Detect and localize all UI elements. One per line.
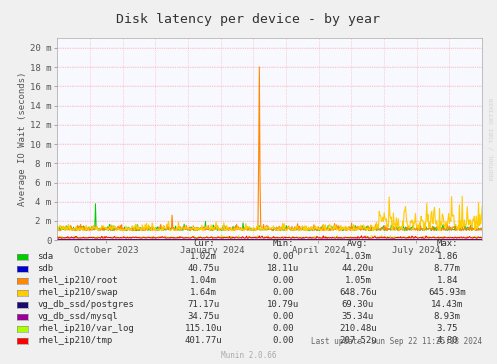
Text: vg_db_ssd/mysql: vg_db_ssd/mysql [37, 312, 118, 321]
Text: 10.79u: 10.79u [267, 300, 299, 309]
Y-axis label: Average IO Wait (seconds): Average IO Wait (seconds) [18, 72, 27, 206]
Text: 0.00: 0.00 [272, 276, 294, 285]
Text: 648.76u: 648.76u [339, 288, 377, 297]
Text: 1.86: 1.86 [436, 252, 458, 261]
Text: 0.00: 0.00 [272, 336, 294, 345]
Text: 14.43m: 14.43m [431, 300, 463, 309]
Text: 1.03m: 1.03m [344, 252, 371, 261]
Text: 44.20u: 44.20u [342, 264, 374, 273]
Text: rhel_ip210/swap: rhel_ip210/swap [37, 288, 118, 297]
Text: 1.64m: 1.64m [190, 288, 217, 297]
Text: 4.80: 4.80 [436, 336, 458, 345]
Text: 8.77m: 8.77m [434, 264, 461, 273]
Text: Munin 2.0.66: Munin 2.0.66 [221, 351, 276, 360]
Text: 69.30u: 69.30u [342, 300, 374, 309]
Text: 210.48u: 210.48u [339, 324, 377, 333]
Text: 1.84: 1.84 [436, 276, 458, 285]
Text: 40.75u: 40.75u [188, 264, 220, 273]
Text: Cur:: Cur: [193, 239, 215, 248]
Text: 0.00: 0.00 [272, 324, 294, 333]
Text: 8.93m: 8.93m [434, 312, 461, 321]
Text: 645.93m: 645.93m [428, 288, 466, 297]
Text: rhel_ip210/tmp: rhel_ip210/tmp [37, 336, 112, 345]
Text: Max:: Max: [436, 239, 458, 248]
Text: 1.02m: 1.02m [190, 252, 217, 261]
Text: 207.52u: 207.52u [339, 336, 377, 345]
Text: 0.00: 0.00 [272, 252, 294, 261]
Text: Last update: Sun Sep 22 11:25:18 2024: Last update: Sun Sep 22 11:25:18 2024 [311, 337, 482, 346]
Text: 34.75u: 34.75u [188, 312, 220, 321]
Text: 71.17u: 71.17u [188, 300, 220, 309]
Text: 0.00: 0.00 [272, 288, 294, 297]
Text: Min:: Min: [272, 239, 294, 248]
Text: 3.75: 3.75 [436, 324, 458, 333]
Text: 1.04m: 1.04m [190, 276, 217, 285]
Text: rhel_ip210/var_log: rhel_ip210/var_log [37, 324, 134, 333]
Text: 35.34u: 35.34u [342, 312, 374, 321]
Text: sdb: sdb [37, 264, 53, 273]
Text: vg_db_ssd/postgres: vg_db_ssd/postgres [37, 300, 134, 309]
Text: Disk latency per device - by year: Disk latency per device - by year [116, 13, 381, 26]
Text: sda: sda [37, 252, 53, 261]
Text: 401.77u: 401.77u [185, 336, 223, 345]
Text: rhel_ip210/root: rhel_ip210/root [37, 276, 118, 285]
Text: 115.10u: 115.10u [185, 324, 223, 333]
Text: Avg:: Avg: [347, 239, 369, 248]
Text: 0.00: 0.00 [272, 312, 294, 321]
Text: 18.11u: 18.11u [267, 264, 299, 273]
Text: RRDTOOL / TOBI OETIKER: RRDTOOL / TOBI OETIKER [490, 97, 495, 179]
Text: 1.05m: 1.05m [344, 276, 371, 285]
